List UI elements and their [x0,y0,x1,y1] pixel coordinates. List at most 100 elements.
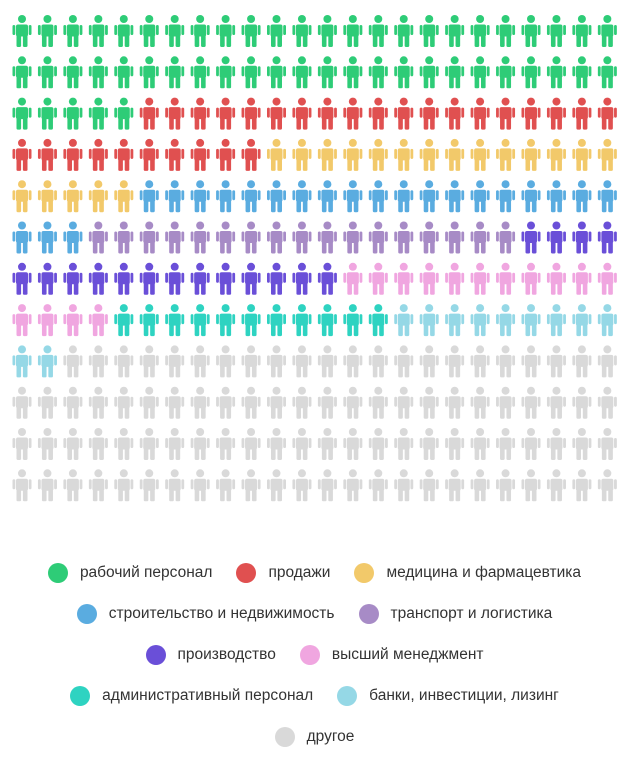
person-icon [63,180,83,213]
person-icon [37,180,57,213]
person-icon [37,345,57,378]
legend-item-worker-staff: рабочий персонал [47,562,213,583]
legend-label: рабочий персонал [79,563,213,581]
person-icon [190,262,210,295]
person-icon [521,262,541,295]
person-icon [470,428,490,460]
person-icon [267,469,286,502]
person-icon [572,386,592,419]
legend-row: другое [0,716,629,757]
person-icon [88,138,108,171]
person-icon [216,180,236,213]
legend-swatch [145,644,166,665]
person-icon [37,386,57,419]
legend: рабочий персонал продажи медицина и фарм… [0,552,629,757]
person-icon [343,221,363,254]
person-icon [37,221,57,254]
person-icon [63,345,83,378]
person-icon [165,221,185,254]
person-icon [394,386,414,419]
person-icon [445,56,465,89]
person-icon [190,138,210,171]
person-icon [114,15,134,47]
person-icon [241,138,261,171]
legend-item-medicine: медицина и фармацевтика [354,562,582,583]
legend-label: другое [306,727,355,745]
person-icon [343,138,363,171]
person-icon [241,56,261,89]
person-icon [114,56,134,89]
person-icon [63,386,83,419]
person-icon [470,97,490,130]
legend-item-top-management: высший менеджмент [299,644,483,665]
person-icon [546,262,566,295]
legend-item-production: производство [145,644,276,665]
person-icon [343,56,363,89]
person-icon [37,428,57,460]
person-icon [63,304,83,337]
person-icon [419,304,439,337]
person-icon [241,262,261,295]
legend-label: банки, инвестиции, лизинг [369,686,559,704]
person-icon [343,469,363,502]
person-icon [114,345,134,378]
person-icon [496,180,516,213]
legend-label: медицина и фармацевтика [386,563,582,581]
person-icon [139,428,159,460]
person-icon [317,428,337,460]
person-icon [165,304,185,337]
person-icon [368,56,388,89]
legend-label: административный персонал [102,686,314,704]
person-icon [572,428,592,460]
legend-item-transport: транспорт и логистика [358,603,552,624]
legend-item-banking: банки, инвестиции, лизинг [337,685,559,706]
person-icon [165,262,185,295]
person-icon [37,469,57,502]
person-icon [88,97,108,130]
person-icon [317,15,337,47]
person-icon [572,180,592,213]
person-icon [241,345,261,378]
person-icon [419,15,439,47]
person-icon [521,221,541,254]
person-icon [470,138,490,171]
person-icon [597,180,617,213]
person-icon [241,386,261,419]
person-icon [445,304,465,337]
person-icon [521,469,541,502]
person-icon [292,469,312,502]
person-icon [419,221,439,254]
person-icon [63,15,83,47]
person-icon [394,345,414,378]
person-icon [241,304,261,337]
person-icon [88,262,108,295]
person-icon [63,469,83,502]
person-icon [190,15,210,47]
person-icon [216,15,236,47]
person-icon [88,304,108,337]
person-icon [343,97,363,130]
person-icon [88,428,108,460]
person-icon [139,138,159,171]
person-icon [343,345,363,378]
legend-label: продажи [268,563,331,581]
person-icon [292,97,312,130]
person-icon [394,304,414,337]
person-icon [546,15,566,47]
person-icon [597,221,617,254]
person-icon [546,221,566,254]
person-icon [63,97,83,130]
person-icon [546,469,566,502]
person-icon [63,138,83,171]
person-icon [368,345,388,378]
person-icon [317,180,337,213]
person-icon [343,428,363,460]
person-icon [139,15,159,47]
person-icon [521,97,541,130]
person-icon [343,262,363,295]
legend-item-sales: продажи [236,562,331,583]
person-icon [241,469,261,502]
person-icon [114,386,134,419]
person-icon [394,180,414,213]
legend-item-other: другое [274,726,355,747]
